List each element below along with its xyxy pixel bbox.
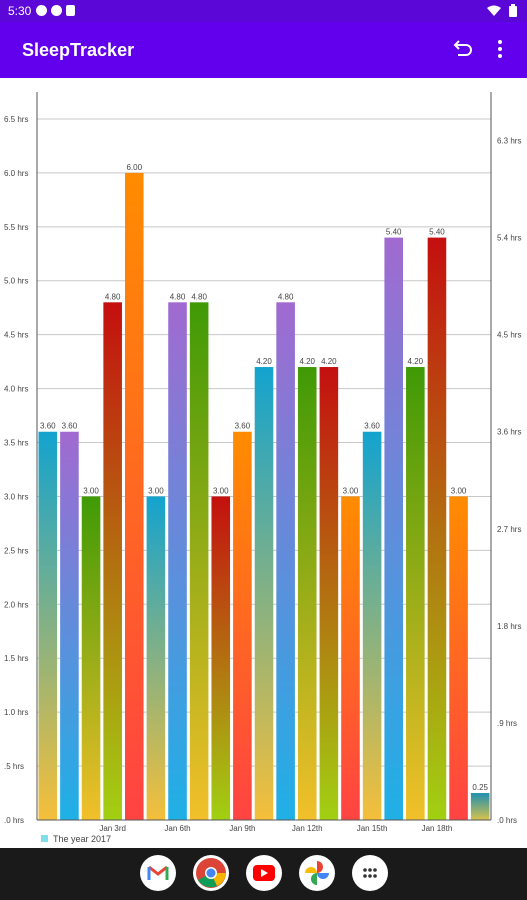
- bar[interactable]: [168, 302, 187, 820]
- y-tick-label-right: 5.4 hrs: [497, 234, 521, 243]
- y-tick-label-left: 1.0 hrs: [4, 708, 28, 717]
- x-tick-label: Jan 15th: [357, 824, 388, 833]
- bar-value-label: 4.20: [408, 357, 424, 366]
- bar[interactable]: [103, 302, 122, 820]
- navigation-bar: [0, 848, 527, 900]
- notification-icon: [36, 5, 47, 16]
- more-options-icon[interactable]: [490, 36, 510, 62]
- x-tick-label: Jan 9th: [229, 824, 255, 833]
- status-bar: 5:30: [0, 0, 527, 22]
- undo-icon[interactable]: [449, 36, 475, 62]
- x-tick-label: Jan 3rd: [99, 824, 126, 833]
- bar[interactable]: [211, 496, 231, 820]
- status-time: 5:30: [8, 4, 32, 18]
- bar[interactable]: [60, 431, 79, 820]
- bar[interactable]: [406, 367, 425, 820]
- bar-value-label: 4.20: [299, 357, 315, 366]
- bar-value-label: 3.60: [235, 422, 251, 431]
- y-tick-label-right: .0 hrs: [497, 816, 517, 825]
- bar[interactable]: [254, 367, 274, 820]
- bar-value-label: 4.80: [191, 292, 207, 301]
- sleep-bar-chart[interactable]: 3.60 3.60 3.00 4.80 6.00 3.00 4.80 4.80 3.00 3.60…: [0, 78, 527, 848]
- wifi-icon: [487, 5, 501, 16]
- bar[interactable]: [427, 237, 447, 821]
- app-bar: SleepTracker: [0, 22, 527, 78]
- y-tick-label-left: .5 hrs: [4, 762, 24, 771]
- app-drawer-icon[interactable]: [352, 855, 388, 891]
- bar[interactable]: [276, 302, 295, 820]
- y-tick-label-right: 3.6 hrs: [497, 428, 521, 437]
- bar-value-label: 4.80: [105, 292, 121, 301]
- bar[interactable]: [124, 172, 144, 820]
- youtube-icon[interactable]: [246, 855, 282, 891]
- bar[interactable]: [233, 431, 252, 820]
- bar-value-label: 0.25: [472, 783, 488, 792]
- legend-swatch: [41, 835, 48, 842]
- bar-value-label: 5.40: [386, 228, 402, 237]
- photos-icon[interactable]: [299, 855, 335, 891]
- y-tick-label-left: 3.5 hrs: [4, 439, 28, 448]
- bar[interactable]: [38, 431, 58, 820]
- bar[interactable]: [81, 496, 101, 820]
- y-tick-label-left: 4.5 hrs: [4, 331, 28, 340]
- bar[interactable]: [146, 496, 166, 820]
- battery-icon: [509, 4, 517, 17]
- bar[interactable]: [470, 793, 490, 820]
- bar-value-label: 4.20: [256, 357, 272, 366]
- chrome-icon[interactable]: [193, 855, 229, 891]
- bar[interactable]: [362, 431, 382, 820]
- bar-value-label: 3.60: [62, 422, 78, 431]
- gmail-icon[interactable]: [140, 855, 176, 891]
- y-tick-label-left: .0 hrs: [4, 816, 24, 825]
- y-tick-label-left: 5.5 hrs: [4, 223, 28, 232]
- bar-value-label: 5.40: [429, 228, 445, 237]
- x-tick-label: Jan 18th: [422, 824, 453, 833]
- bar-value-label: 3.00: [213, 486, 229, 495]
- y-tick-label-left: 4.0 hrs: [4, 385, 28, 394]
- y-tick-label-left: 3.0 hrs: [4, 492, 28, 501]
- y-tick-label-right: 2.7 hrs: [497, 525, 521, 534]
- y-tick-label-left: 5.0 hrs: [4, 277, 28, 286]
- bar[interactable]: [189, 302, 209, 820]
- chart-legend: The year 2017: [41, 834, 111, 844]
- bar-value-label: 3.00: [343, 486, 359, 495]
- bar-value-label: 3.00: [83, 486, 99, 495]
- y-tick-label-left: 1.5 hrs: [4, 654, 28, 663]
- y-tick-label-left: 6.5 hrs: [4, 115, 28, 124]
- bar-value-label: 4.80: [170, 292, 186, 301]
- y-tick-label-right: 1.8 hrs: [497, 622, 521, 631]
- status-notification-icons: [36, 5, 75, 16]
- bar[interactable]: [319, 367, 339, 820]
- notification-icon: [51, 5, 62, 16]
- bar-value-label: 3.00: [148, 486, 164, 495]
- legend-label: The year 2017: [53, 834, 111, 844]
- bar-value-label: 3.60: [40, 422, 56, 431]
- app-title: SleepTracker: [22, 40, 135, 60]
- bar[interactable]: [384, 237, 404, 821]
- bar-value-label: 6.00: [126, 163, 142, 172]
- y-tick-label-right: 6.3 hrs: [497, 137, 521, 146]
- bar[interactable]: [341, 496, 360, 820]
- bar-value-label: 3.00: [451, 486, 467, 495]
- bar[interactable]: [449, 496, 468, 820]
- status-system-icons: [487, 4, 517, 17]
- y-tick-label-right: .9 hrs: [497, 719, 517, 728]
- x-tick-label: Jan 6th: [164, 824, 190, 833]
- x-tick-label: Jan 12th: [292, 824, 323, 833]
- y-tick-label-left: 6.0 hrs: [4, 169, 28, 178]
- bar-value-label: 3.60: [364, 422, 380, 431]
- bar-value-label: 4.20: [321, 357, 337, 366]
- bar-value-label: 4.80: [278, 292, 294, 301]
- bar[interactable]: [297, 367, 317, 820]
- y-tick-label-right: 4.5 hrs: [497, 331, 521, 340]
- y-tick-label-left: 2.5 hrs: [4, 546, 28, 555]
- y-tick-label-left: 2.0 hrs: [4, 600, 28, 609]
- sd-card-icon: [66, 5, 75, 16]
